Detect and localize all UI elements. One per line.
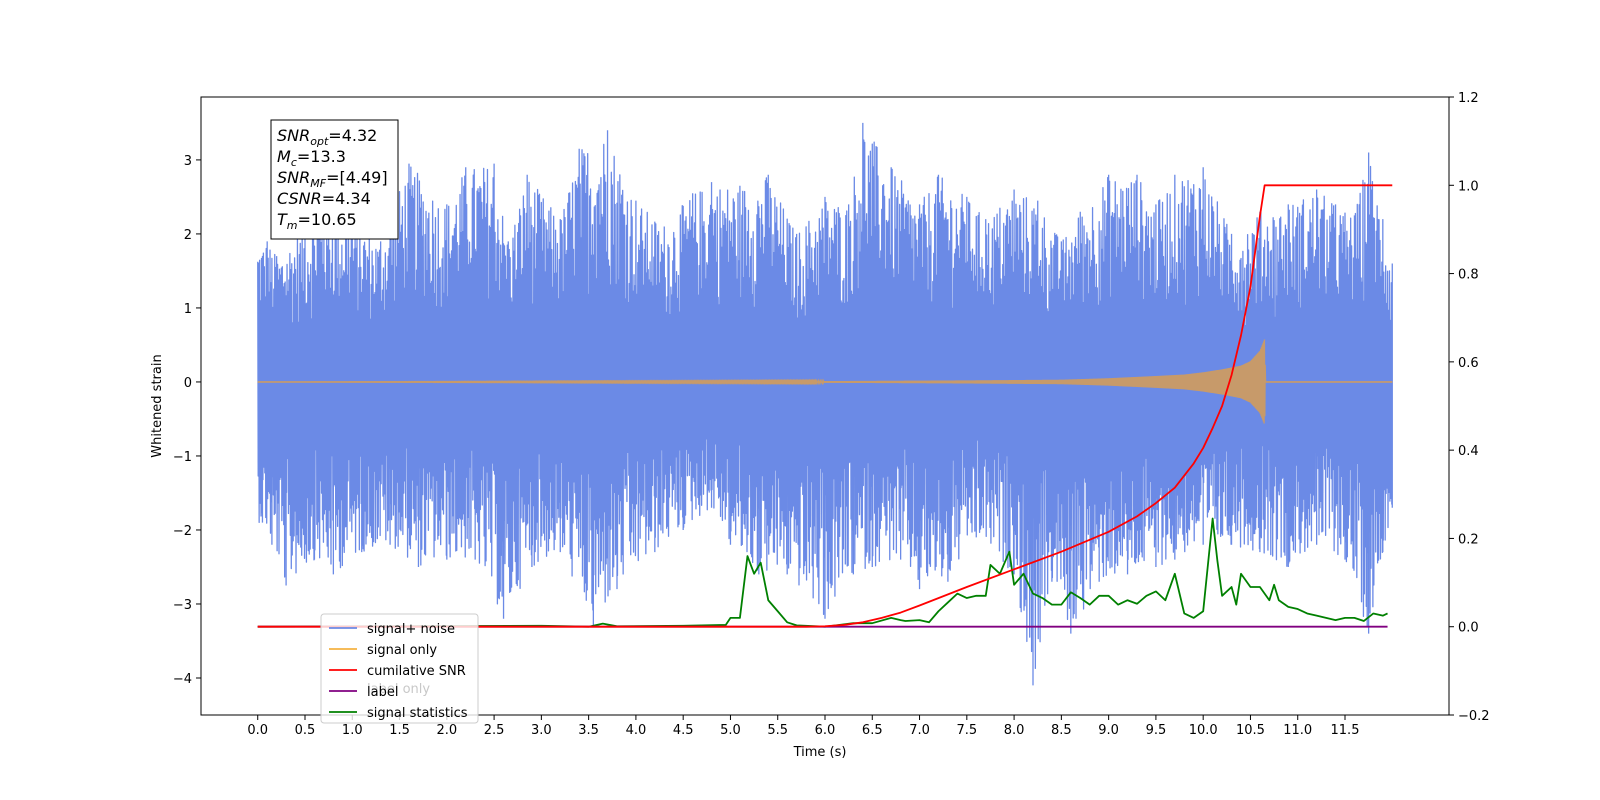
x-tick-label: 11.5	[1331, 723, 1360, 738]
legend-label: signal+ noise	[367, 622, 455, 637]
y2-tick-label: 1.0	[1458, 179, 1479, 194]
y-axis-label: Whitened strain	[150, 354, 165, 457]
legend-label: cumilative SNR	[367, 664, 466, 679]
y-tick-label: −4	[173, 672, 192, 687]
x-tick-label: 1.5	[389, 723, 410, 738]
x-tick-label: 9.0	[1098, 723, 1119, 738]
x-tick-label: 0.0	[247, 723, 268, 738]
x-tick-label: 2.0	[436, 723, 457, 738]
legend-hidden-text: label only	[367, 682, 430, 697]
signal-noise-series	[257, 122, 1393, 686]
annotation-line: SNRMF=[4.49]	[277, 168, 388, 190]
x-tick-label: 11.0	[1283, 723, 1312, 738]
x-axis: 0.0 0.5 1.0 1.5 2.0 2.5 3.0 3.5 4.0 4.5 5.0 5.5 6.0 6…	[247, 715, 1359, 738]
x-tick-label: 6.5	[862, 723, 883, 738]
x-tick-label: 6.0	[815, 723, 836, 738]
x-tick-label: 7.5	[956, 723, 977, 738]
signal-statistics-series	[257, 517, 1388, 628]
y-tick-label: 0	[184, 376, 192, 391]
x-tick-label: 3.0	[531, 723, 552, 738]
x-tick-label: 10.5	[1236, 723, 1265, 738]
x-tick-label: 9.5	[1146, 723, 1167, 738]
y-tick-label: −3	[173, 598, 192, 613]
annotation-line: Tm=10.65	[277, 210, 357, 232]
x-tick-label: 4.0	[626, 723, 647, 738]
cumulative-snr-series	[257, 184, 1393, 628]
y2-tick-label: 0.6	[1458, 356, 1479, 371]
y-axis-right: 1.2 1.0 0.8 0.6 0.4 0.2 0.0 −0.2	[1449, 91, 1490, 724]
x-axis-label: Time (s)	[793, 745, 847, 760]
y2-tick-label: 0.4	[1458, 444, 1479, 459]
y-tick-label: 2	[184, 228, 192, 243]
x-tick-label: 4.5	[673, 723, 694, 738]
x-tick-label: 5.0	[720, 723, 741, 738]
x-tick-label: 5.5	[767, 723, 788, 738]
x-tick-label: 8.5	[1051, 723, 1072, 738]
x-tick-label: 10.0	[1189, 723, 1218, 738]
x-tick-label: 3.5	[578, 723, 599, 738]
y-axis-left: 3 2 1 0 −1 −2 −3 −4	[173, 154, 201, 687]
y2-tick-label: 1.2	[1458, 91, 1479, 106]
y2-tick-label: −0.2	[1458, 709, 1490, 724]
y-tick-label: 1	[184, 302, 192, 317]
x-tick-label: 0.5	[295, 723, 316, 738]
y-tick-label: 3	[184, 154, 192, 169]
signal-noise-line	[257, 122, 1393, 686]
cumulative-snr-line	[257, 184, 1393, 628]
legend-label: signal statistics	[367, 706, 468, 721]
x-tick-label: 1.0	[342, 723, 363, 738]
x-tick-label: 8.0	[1004, 723, 1025, 738]
y2-tick-label: 0.2	[1458, 532, 1479, 547]
legend: label only signal+ noise signal only cumil…	[320, 613, 479, 724]
y-tick-label: −1	[173, 450, 192, 465]
y-tick-label: −2	[173, 524, 192, 539]
x-tick-label: 7.0	[909, 723, 930, 738]
signal-only-series	[257, 339, 1393, 424]
annotation-line: SNRopt=4.32	[277, 126, 377, 148]
y2-tick-label: 0.8	[1458, 268, 1479, 283]
annotation-line: Mc=13.3	[277, 147, 346, 169]
legend-label: label	[367, 685, 398, 700]
annotation-line: CSNR=4.34	[277, 189, 371, 208]
y2-tick-label: 0.0	[1458, 621, 1479, 636]
signal-statistics-line	[257, 517, 1388, 628]
legend-label: signal only	[367, 643, 437, 658]
x-tick-label: 2.5	[484, 723, 505, 738]
